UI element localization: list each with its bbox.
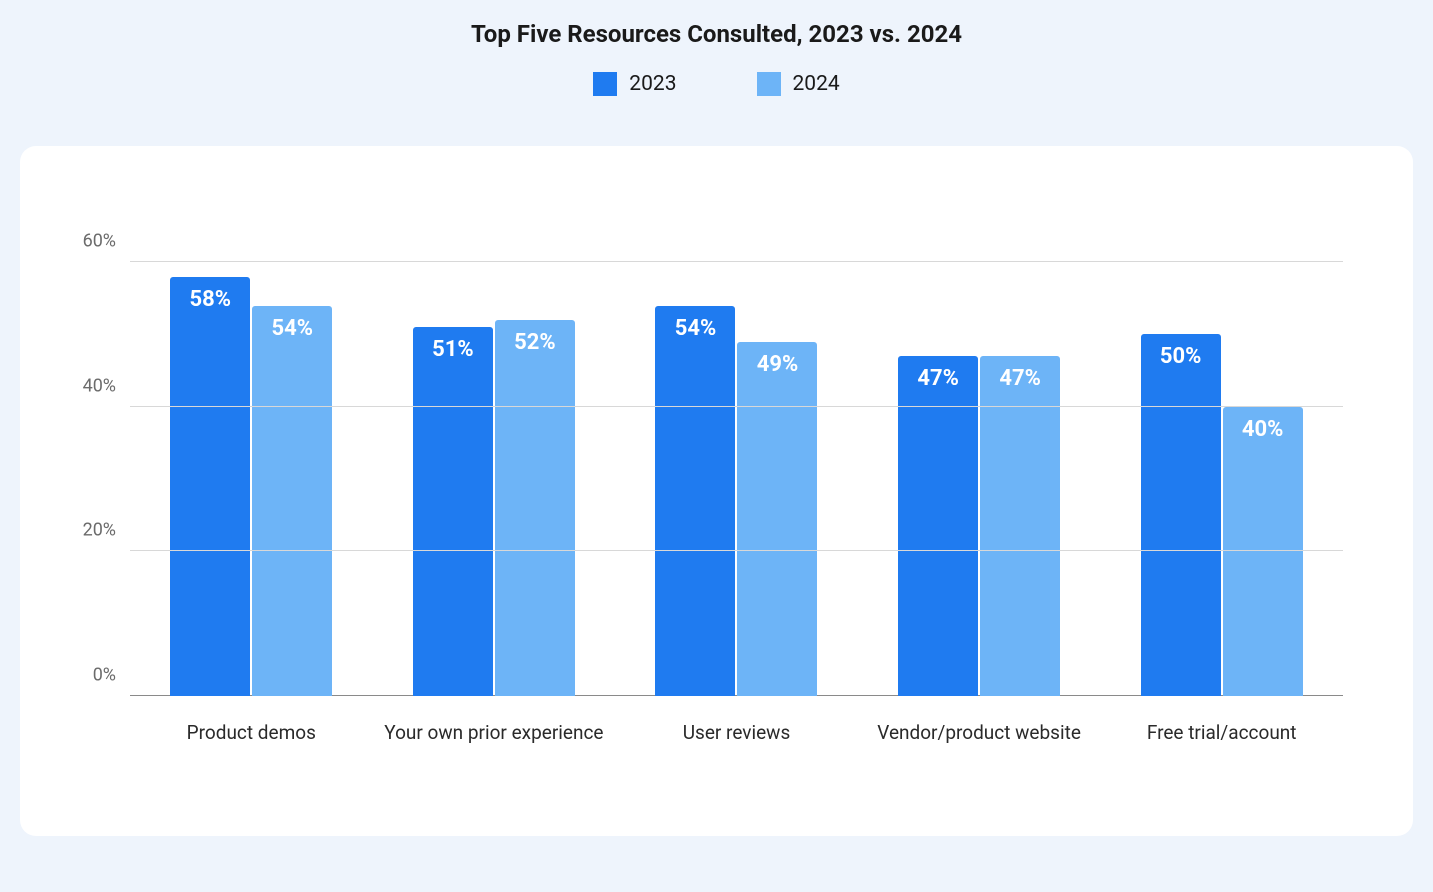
y-tick-label: 20% bbox=[83, 520, 130, 541]
y-tick-label: 0% bbox=[93, 665, 130, 686]
chart-title: Top Five Resources Consulted, 2023 vs. 2… bbox=[10, 20, 1423, 48]
bar-value-label: 40% bbox=[1242, 417, 1284, 442]
bar-value-label: 47% bbox=[999, 366, 1041, 391]
bar-group: 51% 52% bbox=[373, 226, 616, 696]
legend-label-2024: 2024 bbox=[793, 72, 840, 96]
chart-container: Top Five Resources Consulted, 2023 vs. 2… bbox=[0, 0, 1433, 892]
bar-groups: 58% 54% 51% 52% 54% 49% 47% 47% 50% 40% bbox=[130, 226, 1343, 696]
legend: 2023 2024 bbox=[10, 72, 1423, 96]
bar: 54% bbox=[252, 306, 332, 696]
bar-group: 54% 49% bbox=[615, 226, 858, 696]
bar-value-label: 49% bbox=[757, 352, 799, 377]
bar-value-label: 52% bbox=[514, 330, 556, 355]
bar: 47% bbox=[980, 356, 1060, 696]
bar: 51% bbox=[413, 327, 493, 696]
bar-value-label: 58% bbox=[190, 287, 232, 312]
bar-group: 47% 47% bbox=[858, 226, 1101, 696]
grid-line bbox=[130, 406, 1343, 407]
bar: 49% bbox=[737, 342, 817, 696]
bar: 52% bbox=[495, 320, 575, 696]
bar: 50% bbox=[1141, 334, 1221, 696]
plot-area: 58%54%51%52%54%49%47%47%50%40% 0%20%40%6… bbox=[130, 226, 1343, 696]
x-axis-label: Product demos bbox=[130, 720, 373, 746]
bar-value-label: 50% bbox=[1160, 344, 1202, 369]
chart-card: 58% 54% 51% 52% 54% 49% 47% 47% 50% 40% 0% 20% 40% 6… bbox=[20, 146, 1413, 836]
legend-swatch-2023 bbox=[593, 72, 617, 96]
bar-value-label: 47% bbox=[917, 366, 959, 391]
bar-group: 58% 54% bbox=[130, 226, 373, 696]
y-tick-label: 40% bbox=[83, 375, 130, 396]
x-axis-label: Free trial/account bbox=[1100, 720, 1343, 746]
bar-value-label: 54% bbox=[675, 316, 717, 341]
bar-group: 50% 40% bbox=[1100, 226, 1343, 696]
bar: 54% bbox=[655, 306, 735, 696]
x-axis-label: User reviews bbox=[615, 720, 858, 746]
bar: 40% bbox=[1223, 407, 1303, 696]
bar-value-label: 54% bbox=[272, 316, 314, 341]
bar: 58% bbox=[170, 277, 250, 696]
grid-line bbox=[130, 261, 1343, 262]
grid-line bbox=[130, 550, 1343, 551]
legend-label-2023: 2023 bbox=[629, 72, 676, 96]
x-axis-label: Vendor/product website bbox=[858, 720, 1101, 746]
bar: 47% bbox=[898, 356, 978, 696]
bar-value-label: 51% bbox=[432, 337, 474, 362]
x-axis-labels: Product demosYour own prior experienceUs… bbox=[130, 720, 1343, 746]
y-tick-label: 60% bbox=[83, 231, 130, 252]
legend-item-2024: 2024 bbox=[757, 72, 840, 96]
legend-swatch-2024 bbox=[757, 72, 781, 96]
x-axis-label: Your own prior experience bbox=[373, 720, 616, 746]
legend-item-2023: 2023 bbox=[593, 72, 676, 96]
